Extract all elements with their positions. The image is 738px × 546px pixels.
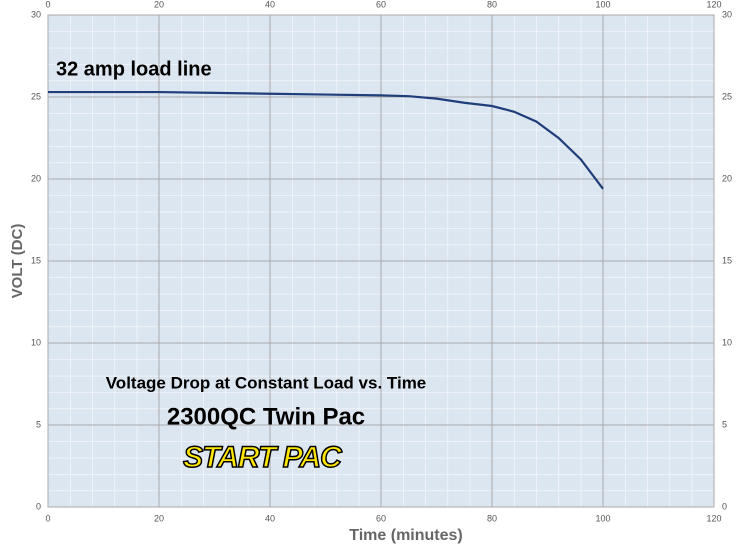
y2-tick-label: 15	[722, 255, 732, 265]
chart-subtitle: 2300QC Twin Pac	[167, 403, 365, 430]
y2-tick-label: 10	[722, 337, 732, 347]
chart-title: Voltage Drop at Constant Load vs. Time	[106, 373, 427, 392]
annotation: 32 amp load line	[56, 58, 212, 80]
y-tick-label: 25	[31, 91, 41, 101]
x-tick-label: 40	[265, 513, 275, 523]
x-tick-label: 60	[376, 513, 386, 523]
y-tick-label: 5	[36, 419, 41, 429]
x-tick-label: 80	[487, 513, 497, 523]
x-tick-label: 0	[45, 513, 50, 523]
x-axis-label: Time (minutes)	[349, 527, 463, 544]
x2-tick-label: 80	[487, 0, 497, 9]
y-tick-label: 30	[31, 9, 41, 19]
x-tick-label: 20	[154, 513, 164, 523]
x2-tick-label: 100	[595, 0, 610, 9]
y-tick-label: 20	[31, 173, 41, 183]
y2-tick-label: 30	[722, 9, 732, 19]
x2-tick-label: 20	[154, 0, 164, 9]
y-tick-label: 0	[36, 501, 41, 511]
y2-tick-label: 5	[722, 419, 727, 429]
y2-tick-label: 20	[722, 173, 732, 183]
data-line	[48, 90, 604, 190]
y2-tick-label: 0	[722, 501, 727, 511]
y2-tick-label: 25	[722, 91, 732, 101]
logo: START PAC	[183, 441, 343, 474]
x-tick-label: 100	[595, 513, 610, 523]
x-tick-label: 120	[706, 513, 721, 523]
y-tick-label: 10	[31, 337, 41, 347]
y-tick-label: 15	[31, 255, 41, 265]
y-axis-label: VOLT (DC)	[9, 224, 26, 299]
x2-tick-label: 0	[45, 0, 50, 9]
x2-tick-label: 120	[706, 0, 721, 9]
x2-tick-label: 40	[265, 0, 275, 9]
x2-tick-label: 60	[376, 0, 386, 9]
